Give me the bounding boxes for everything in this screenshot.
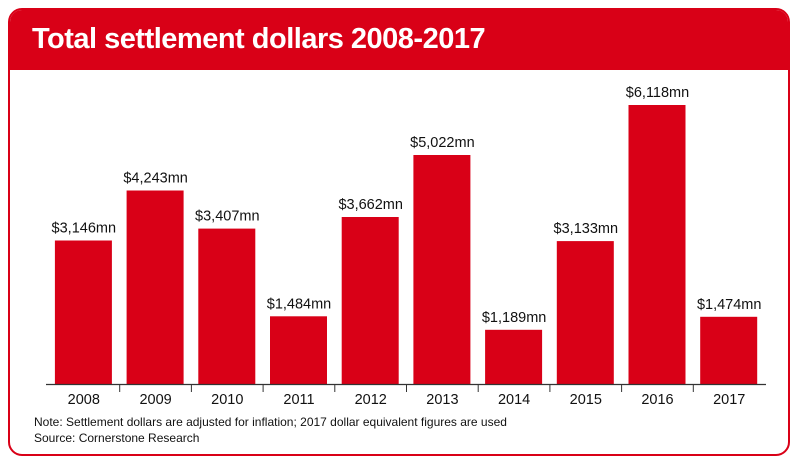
source-note: Source: Cornerstone Research: [34, 431, 200, 445]
bar-2013: [413, 155, 471, 384]
x-tick-label-2012: 2012: [355, 392, 387, 408]
data-label-2010: $3,407mn: [195, 209, 260, 225]
bar-2009: [126, 190, 184, 384]
data-label-2013: $5,022mn: [410, 135, 475, 151]
data-label-2012: $3,662mn: [338, 197, 403, 213]
data-label-2014: $1,189mn: [482, 310, 547, 326]
x-tick-label-2009: 2009: [139, 392, 171, 408]
bar-2017: [700, 316, 758, 384]
x-tick-label-2014: 2014: [498, 392, 530, 408]
x-tick-label-2011: 2011: [283, 392, 314, 408]
x-tick-label-2016: 2016: [641, 392, 673, 408]
chart-frame: Total settlement dollars 2008-2017 2008 2…: [8, 8, 790, 456]
x-tick-label-2015: 2015: [570, 392, 602, 408]
bar-2010: [198, 228, 256, 384]
bar-2016: [628, 105, 686, 384]
bar-chart: 2008 2009 2010 2011 2012 2013 2014 2015 2016 2017…: [46, 85, 766, 408]
bar-2015: [556, 241, 614, 384]
x-tick-label-2017: 2017: [713, 392, 745, 408]
x-tick-label-2010: 2010: [211, 392, 243, 408]
x-tick-label-2008: 2008: [68, 392, 100, 408]
bar-2008: [54, 240, 112, 384]
chart-title: Total settlement dollars 2008-2017: [32, 23, 486, 55]
x-tick-label-2013: 2013: [426, 392, 458, 408]
data-label-2015: $3,133mn: [554, 221, 619, 237]
title-banner: Total settlement dollars 2008-2017: [10, 10, 788, 70]
data-label-2011: $1,484mn: [267, 296, 332, 312]
data-label-2017: $1,474mn: [697, 297, 762, 313]
data-label-2008: $3,146mn: [52, 221, 117, 237]
bar-2014: [485, 329, 543, 384]
bar-2011: [270, 316, 327, 384]
data-label-2009: $4,243mn: [123, 171, 188, 187]
footnote: Note: Settlement dollars are adjusted fo…: [34, 415, 507, 429]
bar-2012: [341, 217, 399, 384]
data-label-2016: $6,118mn: [626, 85, 689, 101]
